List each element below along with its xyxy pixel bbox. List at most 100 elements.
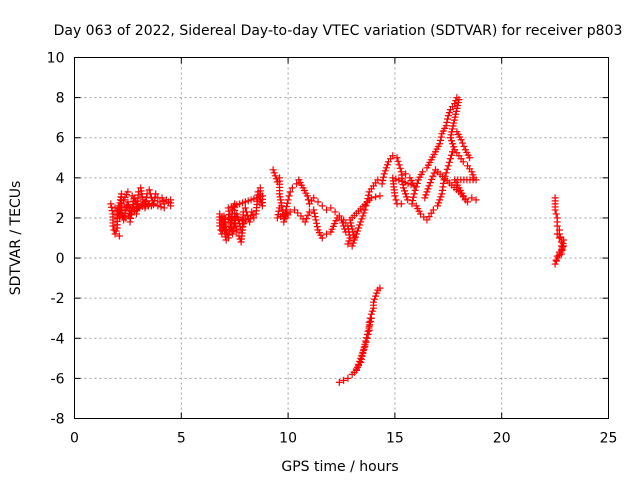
data-point (472, 196, 480, 204)
data-point (428, 175, 436, 183)
data-point (436, 140, 444, 148)
data-point (357, 218, 365, 226)
data-point (120, 213, 128, 221)
data-point (131, 198, 139, 206)
data-point (288, 184, 296, 192)
data-point (551, 260, 559, 268)
data-point (313, 223, 321, 231)
data-point (363, 331, 371, 339)
data-point (356, 221, 364, 229)
data-point (145, 186, 153, 194)
data-point (276, 204, 284, 212)
data-point (449, 148, 457, 156)
data-point (448, 137, 456, 145)
data-point (358, 215, 366, 223)
data-point (218, 217, 226, 225)
data-point (159, 197, 167, 205)
data-point (304, 211, 312, 219)
data-point (468, 168, 476, 176)
data-point (340, 376, 348, 384)
data-point (156, 198, 164, 206)
data-point (394, 157, 402, 165)
data-point (331, 208, 339, 216)
data-point (374, 176, 382, 184)
data-point (466, 154, 474, 162)
data-point (459, 139, 467, 147)
data-point (403, 193, 411, 201)
data-point (461, 196, 469, 204)
data-point (419, 168, 427, 176)
data-point (109, 222, 117, 230)
x-tick-label: 20 (493, 431, 511, 447)
data-point (222, 236, 230, 244)
data-point (442, 169, 450, 177)
data-point (553, 252, 561, 260)
data-point (115, 232, 123, 240)
data-point (111, 230, 119, 238)
data-point (273, 214, 281, 222)
data-point (301, 218, 309, 226)
data-point (112, 227, 120, 235)
data-point (370, 298, 378, 306)
x-tick-label: 25 (600, 431, 618, 447)
data-point (410, 190, 418, 198)
data-point (271, 172, 279, 180)
y-tick-label: 10 (47, 51, 65, 67)
data-point (310, 206, 318, 214)
data-point (555, 234, 563, 242)
data-point (221, 230, 229, 238)
data-point (134, 205, 142, 213)
data-point (350, 231, 358, 239)
data-point (443, 165, 451, 173)
x-axis-label: GPS time / hours (281, 459, 398, 475)
y-tick-label: 4 (56, 171, 65, 187)
data-point (551, 206, 559, 214)
data-point (457, 136, 465, 144)
data-point (283, 199, 291, 207)
data-point (294, 209, 302, 217)
data-point (246, 218, 254, 226)
data-point (340, 222, 348, 230)
data-point (443, 118, 451, 126)
data-point (150, 197, 158, 205)
y-tick-label: -8 (51, 412, 65, 428)
data-point (553, 230, 561, 238)
data-point (407, 181, 415, 189)
data-point (233, 228, 241, 236)
data-point (323, 206, 331, 214)
data-point (357, 355, 365, 363)
data-point (409, 193, 417, 201)
data-point (314, 198, 322, 206)
data-point (229, 227, 237, 235)
data-point (364, 195, 372, 203)
data-point (240, 219, 248, 227)
data-point (391, 192, 399, 200)
data-point (421, 194, 429, 202)
data-point (367, 194, 375, 202)
x-tick-label: 5 (177, 431, 186, 447)
data-point (392, 196, 400, 204)
data-point (342, 228, 350, 236)
data-point (398, 177, 406, 185)
data-point (222, 233, 230, 241)
data-point (402, 190, 410, 198)
data-point (436, 136, 444, 144)
data-point (233, 210, 241, 218)
data-point (344, 240, 352, 248)
data-point (220, 223, 228, 231)
data-point (130, 208, 138, 216)
data-point (360, 343, 368, 351)
data-point (150, 201, 158, 209)
data-point (417, 210, 425, 218)
data-point (269, 166, 277, 174)
data-point (376, 284, 384, 292)
data-point (396, 164, 404, 172)
data-point (241, 204, 249, 212)
data-point (362, 202, 370, 210)
data-point (311, 213, 319, 221)
data-point (158, 194, 166, 202)
data-point (107, 200, 115, 208)
data-point (327, 204, 335, 212)
data-point (284, 196, 292, 204)
